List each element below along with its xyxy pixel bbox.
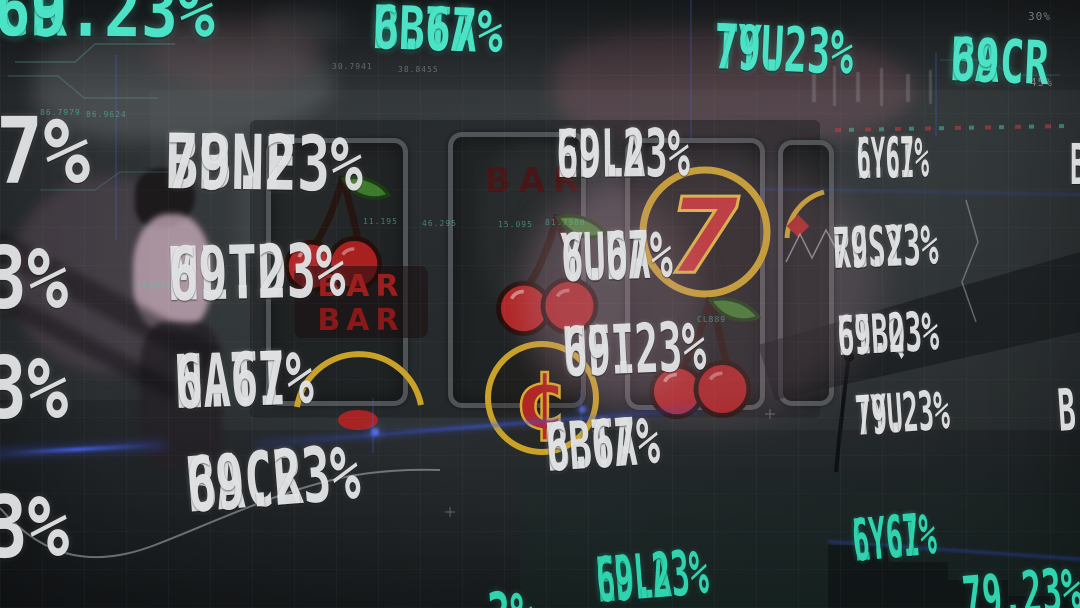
cent-icon: ¢ [514, 354, 570, 447]
fine-print: 15.095 [498, 220, 533, 229]
ticker-item: MLTD 69.23% [167, 227, 347, 318]
circuit-line [8, 75, 158, 99]
bar-symbol: BAR [317, 303, 404, 338]
fine-print: 46.295 [422, 219, 457, 228]
ticker-item: TYU 79.23% [853, 378, 952, 448]
ticker-partial: 7% [0, 98, 91, 205]
fine-print: 11.195 [363, 217, 398, 226]
sparkle-plus [445, 409, 775, 517]
blue-grid-line [935, 52, 937, 137]
blue-grid-line [690, 0, 692, 140]
ticker-value: 69.23% [0, 0, 216, 54]
fine-print: 86.7979 [40, 108, 81, 117]
circuit-line [940, 59, 1060, 76]
ticker-item: LYCI 6.67% [849, 499, 939, 575]
light-streak [856, 72, 860, 102]
fine-print: CL889 [697, 315, 727, 324]
reel-window-2 [448, 132, 586, 408]
ticker-partial: 23% [0, 339, 69, 439]
ticker-value: 79.23% [713, 10, 855, 89]
ticker-item: BACR 69 [949, 25, 1050, 99]
lucky-seven-icon: 7 [667, 175, 740, 297]
light-streak [906, 74, 910, 102]
ticker-partial: 3% [486, 579, 536, 608]
zigzag-line [961, 199, 979, 323]
blue-beam-node [371, 428, 379, 436]
bar-symbol: BAR [485, 161, 587, 201]
slot-lever-knob [844, 352, 854, 362]
dark-wedge [758, 252, 1080, 400]
bottom-right-tint [520, 430, 1080, 608]
ticker-item: TYU 79.23% [713, 10, 855, 89]
gold-arc-icon [294, 351, 424, 408]
ticker-item: EDLA 69.23% [593, 535, 711, 608]
light-streak [812, 70, 816, 102]
ticker-partial: 23% [0, 229, 69, 329]
ticker-partial: B [1070, 138, 1080, 194]
ticker-item: RCSY 79.23% [831, 212, 940, 282]
pink-blur-blob-2 [520, 190, 700, 410]
pink-blur-blob [530, 150, 880, 420]
ticker-item: BACR 69.23% [183, 427, 363, 530]
red-symbol-partial [338, 410, 378, 430]
fine-print: 30.7941 [332, 62, 373, 71]
bottom-left-shade [0, 400, 640, 608]
light-streak [880, 68, 883, 106]
small-percent-label: 30% [1028, 10, 1051, 23]
ticker-item: BBNF 79.23% [164, 117, 364, 209]
ticker-partial: 79.23% [959, 554, 1080, 608]
top-shade [0, 0, 1080, 95]
blue-beam-node [579, 406, 586, 413]
circuit-line [15, 43, 175, 63]
ticker-item: LYCI 6.67% [855, 125, 930, 192]
ticker-item: FIBQ 69.23% [835, 299, 941, 368]
ticker-partial: 23% [0, 476, 70, 579]
trend-curve [0, 468, 441, 559]
small-percent-label: 45% [1030, 76, 1053, 89]
gold-arc-icon [784, 189, 825, 239]
ticker-item: BBTA 6.67% [543, 402, 662, 487]
zigzag-line [785, 228, 841, 263]
ticker-item: UFI 69.23% [561, 307, 708, 393]
seven-ring-icon [639, 166, 771, 298]
blue-grid-line [372, 398, 374, 453]
light-streak [833, 66, 836, 106]
fine-print: 81.7980 [545, 218, 586, 227]
bar-symbol: BAR [317, 269, 404, 304]
fine-print: 86.9624 [86, 110, 127, 119]
circuit-line [40, 171, 170, 191]
dark-steps [828, 545, 1080, 608]
ticker-value: 69 [949, 25, 1002, 98]
bar-plate [294, 266, 428, 338]
fine-print: 38.8455 [398, 65, 439, 74]
ticker-value: 6.67% [371, 0, 505, 68]
slot-lever [834, 361, 850, 473]
blue-grid-line [115, 55, 117, 240]
light-streak [929, 70, 932, 104]
fine-print: CL8889 [137, 280, 172, 289]
blue-grid-line [580, 390, 582, 450]
ticker-item: NATI 6.67% [173, 335, 315, 426]
